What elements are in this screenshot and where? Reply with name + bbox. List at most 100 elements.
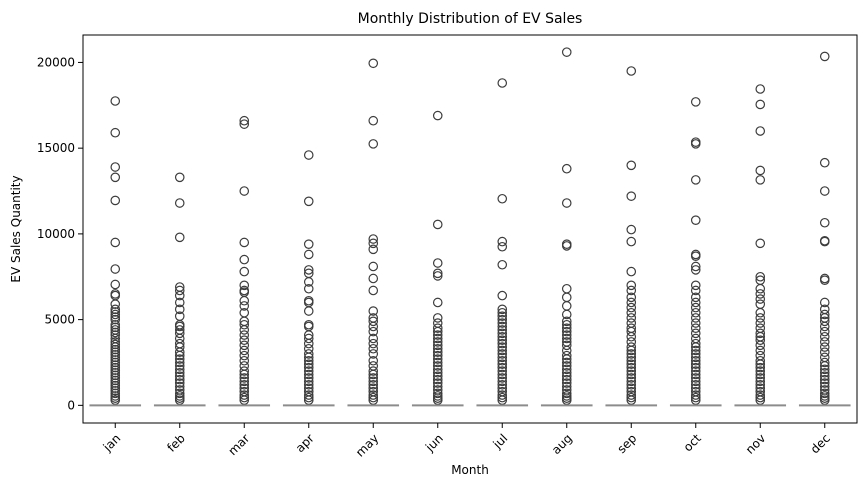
- outlier-point: [110, 337, 121, 347]
- outlier-point: [110, 327, 121, 338]
- outlier-point: [561, 333, 572, 344]
- outlier-point: [239, 319, 250, 330]
- chart-title: Monthly Distribution of EV Sales: [358, 11, 583, 27]
- outlier-point: [755, 373, 766, 383]
- outlier-point: [626, 373, 637, 383]
- outlier-point: [819, 361, 830, 371]
- outlier-point: [819, 337, 830, 347]
- outlier-point: [690, 392, 701, 403]
- outlier-point: [819, 364, 830, 375]
- outlier-point: [303, 150, 314, 160]
- outlier-point: [690, 373, 701, 383]
- y-tick-label: 20000: [37, 55, 75, 69]
- outlier-point: [303, 306, 314, 316]
- outlier-point: [368, 349, 379, 359]
- outlier-point: [110, 312, 121, 322]
- outlier-point: [239, 345, 250, 356]
- outlier-point: [497, 307, 508, 318]
- box-group-sep: [605, 66, 658, 407]
- outlier-point: [690, 345, 701, 356]
- outlier-point: [110, 309, 121, 320]
- outlier-point: [755, 175, 766, 185]
- outlier-point: [755, 126, 766, 136]
- outlier-point: [110, 362, 121, 373]
- outlier-point: [690, 338, 701, 349]
- outlier-point: [626, 355, 637, 366]
- outlier-point: [239, 390, 250, 400]
- outlier-point: [690, 265, 701, 275]
- outlier-point: [690, 175, 701, 185]
- outlier-point: [110, 352, 121, 363]
- outlier-point: [561, 241, 572, 251]
- outlier-point: [368, 326, 379, 337]
- outlier-point: [819, 331, 830, 342]
- plot-frame: [82, 34, 858, 424]
- outlier-point: [303, 196, 314, 207]
- outlier-point: [432, 357, 443, 368]
- outlier-point: [303, 392, 314, 403]
- outlier-point: [755, 238, 766, 249]
- outlier-point: [626, 392, 637, 403]
- outlier-point: [368, 338, 379, 349]
- outlier-point: [626, 285, 637, 296]
- outlier-point: [755, 390, 766, 400]
- outlier-point: [626, 345, 637, 356]
- outlier-point: [497, 373, 508, 383]
- outlier-point: [110, 357, 121, 368]
- outlier-point: [368, 244, 379, 255]
- outlier-point: [432, 340, 443, 351]
- outlier-point: [561, 326, 572, 337]
- outlier-point: [626, 191, 637, 201]
- outlier-point: [432, 297, 443, 308]
- outlier-point: [368, 369, 379, 380]
- outlier-point: [239, 325, 250, 335]
- outlier-point: [690, 390, 701, 400]
- outlier-point: [303, 369, 314, 380]
- outlier-point: [755, 340, 766, 351]
- outlier-point: [626, 66, 637, 76]
- outlier-point: [368, 366, 379, 376]
- outlier-point: [239, 369, 250, 380]
- outlier-point: [819, 342, 830, 352]
- outlier-point: [174, 232, 185, 243]
- outlier-point: [303, 376, 314, 387]
- outlier-point: [174, 371, 185, 381]
- outlier-point: [303, 333, 314, 344]
- outlier-point: [239, 355, 250, 366]
- outlier-point: [755, 283, 766, 294]
- outlier-point: [174, 378, 185, 388]
- outlier-point: [432, 361, 443, 371]
- outlier-point: [432, 388, 443, 399]
- outlier-point: [432, 110, 443, 121]
- outlier-point: [755, 99, 766, 110]
- outlier-point: [432, 343, 443, 354]
- outlier-point: [497, 376, 508, 387]
- outlier-point: [561, 316, 572, 327]
- outlier-point: [368, 139, 379, 149]
- outlier-point: [110, 378, 121, 388]
- outlier-point: [110, 370, 121, 381]
- outlier-point: [432, 333, 443, 344]
- outlier-point: [303, 390, 314, 400]
- outlier-point: [239, 379, 250, 390]
- outlier-point: [239, 376, 250, 387]
- outlier-point: [626, 362, 637, 373]
- outlier-point: [561, 330, 572, 340]
- outlier-point: [110, 349, 121, 360]
- outlier-point: [626, 307, 637, 318]
- outlier-point: [174, 381, 185, 392]
- outlier-point: [561, 309, 572, 320]
- outlier-point: [561, 350, 572, 361]
- outlier-point: [303, 265, 314, 275]
- outlier-point: [819, 378, 830, 388]
- box-group-jul: [476, 78, 529, 407]
- outlier-point: [497, 390, 508, 400]
- outlier-point: [561, 47, 572, 57]
- outlier-point: [110, 388, 121, 399]
- outlier-point: [755, 271, 766, 282]
- outlier-point: [368, 273, 379, 284]
- outlier-point: [819, 297, 830, 308]
- outlier-point: [755, 335, 766, 345]
- outlier-point: [432, 378, 443, 388]
- outlier-point: [497, 342, 508, 352]
